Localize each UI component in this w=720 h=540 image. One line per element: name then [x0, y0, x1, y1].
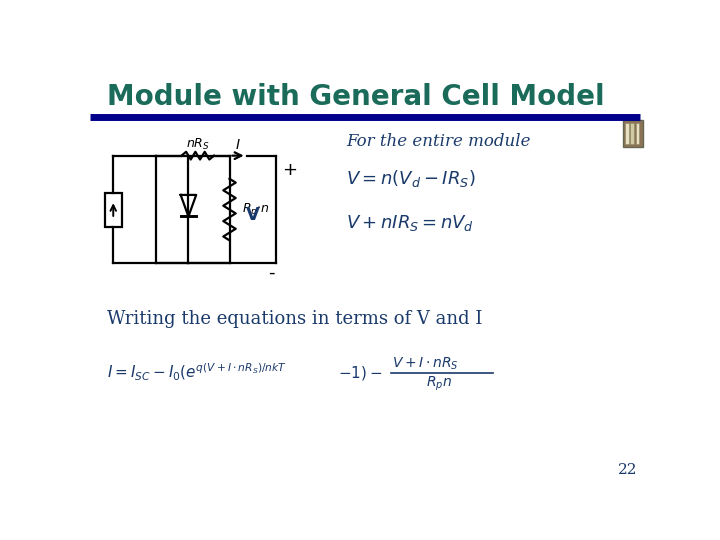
- Text: $V + nIR_S = nV_d$: $V + nIR_S = nV_d$: [346, 213, 474, 233]
- Text: $R_p{\cdot}n$: $R_p{\cdot}n$: [242, 201, 269, 218]
- Text: Module with General Cell Model: Module with General Cell Model: [107, 83, 605, 111]
- Text: Writing the equations in terms of V and I: Writing the equations in terms of V and …: [107, 310, 482, 328]
- Text: $V = n(V_d - IR_S)$: $V = n(V_d - IR_S)$: [346, 168, 475, 189]
- Bar: [104, 193, 122, 226]
- Text: -: -: [269, 264, 275, 282]
- Text: $I = I_{SC} - I_0(e^{q(V+I \cdot nR_S)/nkT}$: $I = I_{SC} - I_0(e^{q(V+I \cdot nR_S)/n…: [107, 362, 287, 383]
- Bar: [636, 123, 639, 144]
- Text: $V + I \cdot nR_S$: $V + I \cdot nR_S$: [392, 355, 459, 372]
- Text: $I$: $I$: [235, 138, 241, 152]
- Text: $-1) -$: $-1) -$: [338, 364, 382, 382]
- Text: $\mathbf{V}$: $\mathbf{V}$: [245, 206, 261, 224]
- Text: $nR_S$: $nR_S$: [186, 137, 210, 152]
- Text: $R_p n$: $R_p n$: [426, 374, 451, 393]
- Text: +: +: [282, 160, 297, 179]
- Bar: [625, 123, 629, 144]
- Bar: [624, 120, 642, 147]
- Bar: [630, 123, 634, 144]
- Text: For the entire module: For the entire module: [346, 133, 530, 150]
- Text: 22: 22: [618, 463, 637, 477]
